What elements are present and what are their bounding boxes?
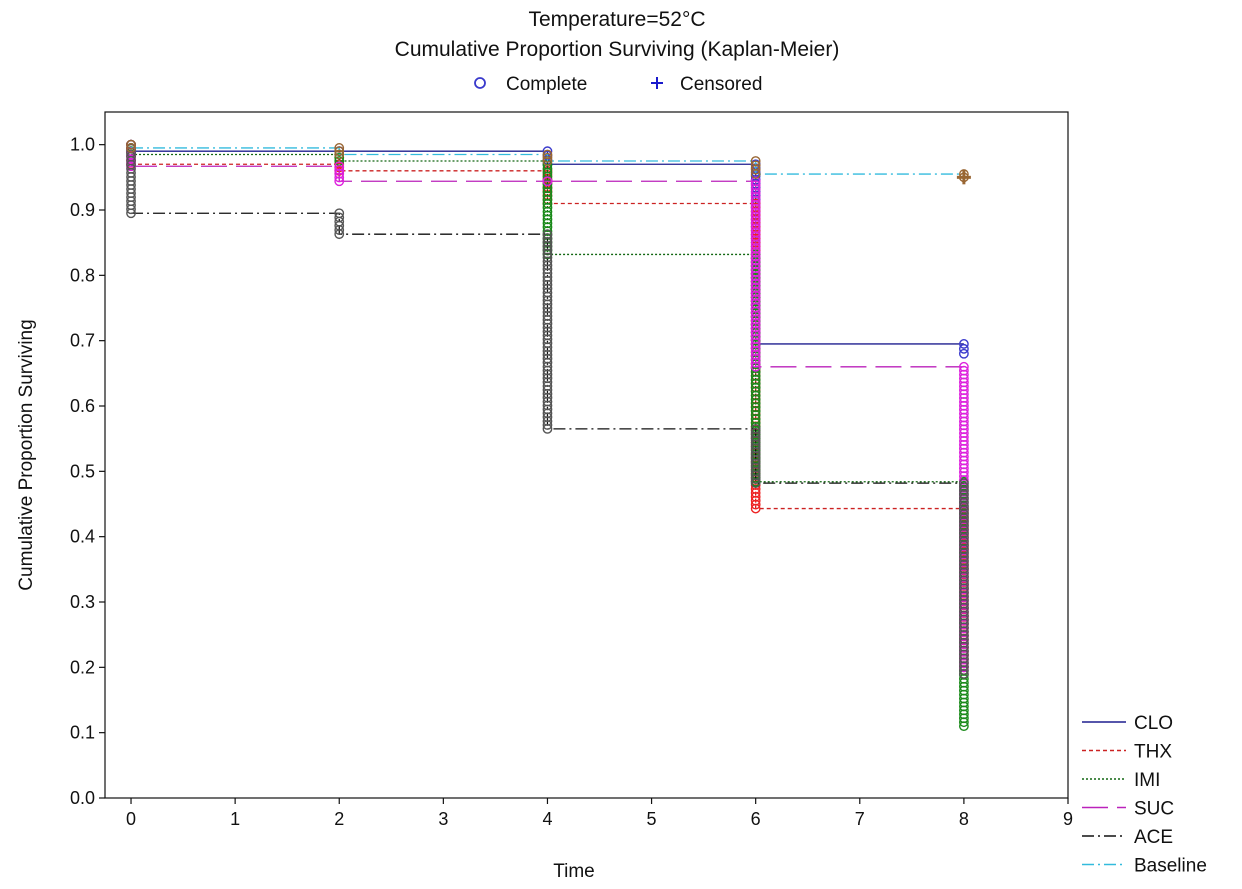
complete-point	[750, 361, 761, 372]
series-imi	[126, 139, 969, 732]
complete-point	[958, 668, 969, 679]
complete-point	[958, 343, 969, 354]
legend-entry: ACE	[1134, 827, 1173, 848]
complete-point	[750, 503, 761, 514]
complete-point	[750, 357, 761, 368]
x-tick-label: 1	[230, 809, 240, 829]
complete-point	[958, 348, 969, 359]
complete-point	[334, 229, 345, 240]
series-legend: CLO THX IMI SUC ACE Baseline	[1082, 713, 1207, 877]
marker-legend-complete: Complete	[506, 74, 587, 95]
x-tick-label: 5	[647, 809, 657, 829]
y-tick-label: 0.4	[70, 527, 95, 547]
x-tick-label: 9	[1063, 809, 1073, 829]
x-tick-label: 2	[334, 809, 344, 829]
x-tick-label: 8	[959, 809, 969, 829]
complete-point	[334, 176, 345, 187]
complete-point	[334, 172, 345, 183]
complete-point	[334, 146, 345, 157]
complete-point	[958, 721, 969, 732]
x-tick-label: 7	[855, 809, 865, 829]
complete-point	[750, 478, 761, 488]
x-tick-label: 3	[438, 809, 448, 829]
complete-point	[958, 339, 969, 349]
series-line-baseline	[131, 147, 964, 175]
marker-legend: Complete Censored	[474, 74, 762, 95]
legend-entry: Baseline	[1134, 856, 1207, 877]
y-tick-label: 0.0	[70, 788, 95, 808]
complete-point	[334, 143, 345, 153]
complete-point	[334, 161, 345, 172]
complete-point	[542, 423, 553, 434]
marker-legend-censored: Censored	[680, 74, 762, 95]
complete-point	[750, 164, 761, 175]
plot-area	[104, 111, 1069, 799]
complete-point	[334, 165, 345, 175]
complete-point	[126, 208, 136, 219]
censored-marker-icon	[651, 77, 663, 89]
complete-point	[542, 420, 553, 430]
axis-ticks: 0 1 2 3 4 5 6 7 8 9 0.0 0.1 0.2 0.3 0.4 0.5 0.6 0.7 0.8 0.9…	[70, 135, 1073, 829]
complete-point	[542, 176, 553, 187]
y-tick-label: 0.2	[70, 657, 95, 677]
legend-entry: SUC	[1134, 799, 1174, 820]
complete-marker-icon	[474, 77, 486, 89]
y-tick-label: 1.0	[70, 135, 95, 155]
x-tick-label: 4	[542, 809, 552, 829]
y-tick-label: 0.9	[70, 200, 95, 220]
legend-entry: THX	[1134, 742, 1172, 763]
complete-point	[750, 474, 761, 485]
series-group	[126, 139, 971, 732]
complete-point	[334, 168, 345, 179]
censored-point	[956, 170, 971, 185]
complete-point	[542, 156, 553, 166]
x-tick-label: 0	[126, 809, 136, 829]
series-ace	[126, 139, 969, 679]
complete-point	[542, 152, 553, 163]
complete-point	[126, 139, 136, 150]
complete-point	[334, 225, 345, 235]
y-tick-label: 0.6	[70, 396, 95, 416]
legend-entry: IMI	[1134, 770, 1160, 791]
x-tick-label: 6	[751, 809, 761, 829]
y-tick-label: 0.5	[70, 461, 95, 481]
complete-point	[126, 143, 136, 153]
complete-point	[334, 149, 345, 160]
series-baseline	[126, 139, 971, 185]
complete-point	[750, 169, 761, 179]
complete-point	[126, 204, 136, 215]
y-tick-label: 0.7	[70, 331, 95, 351]
complete-point	[750, 499, 761, 510]
chart-title: Temperature=52°C	[528, 8, 705, 31]
y-tick-label: 0.3	[70, 592, 95, 612]
y-tick-label: 0.1	[70, 723, 95, 743]
y-axis-label: Cumulative Proportion Surviving	[16, 319, 37, 590]
complete-point	[958, 717, 969, 728]
complete-point	[958, 665, 969, 675]
chart-subtitle: Cumulative Proportion Surviving (Kaplan-…	[395, 38, 840, 61]
y-tick-label: 0.8	[70, 265, 95, 285]
complete-point	[542, 149, 553, 160]
x-axis-label: Time	[553, 861, 595, 882]
legend-entry: CLO	[1134, 713, 1173, 734]
